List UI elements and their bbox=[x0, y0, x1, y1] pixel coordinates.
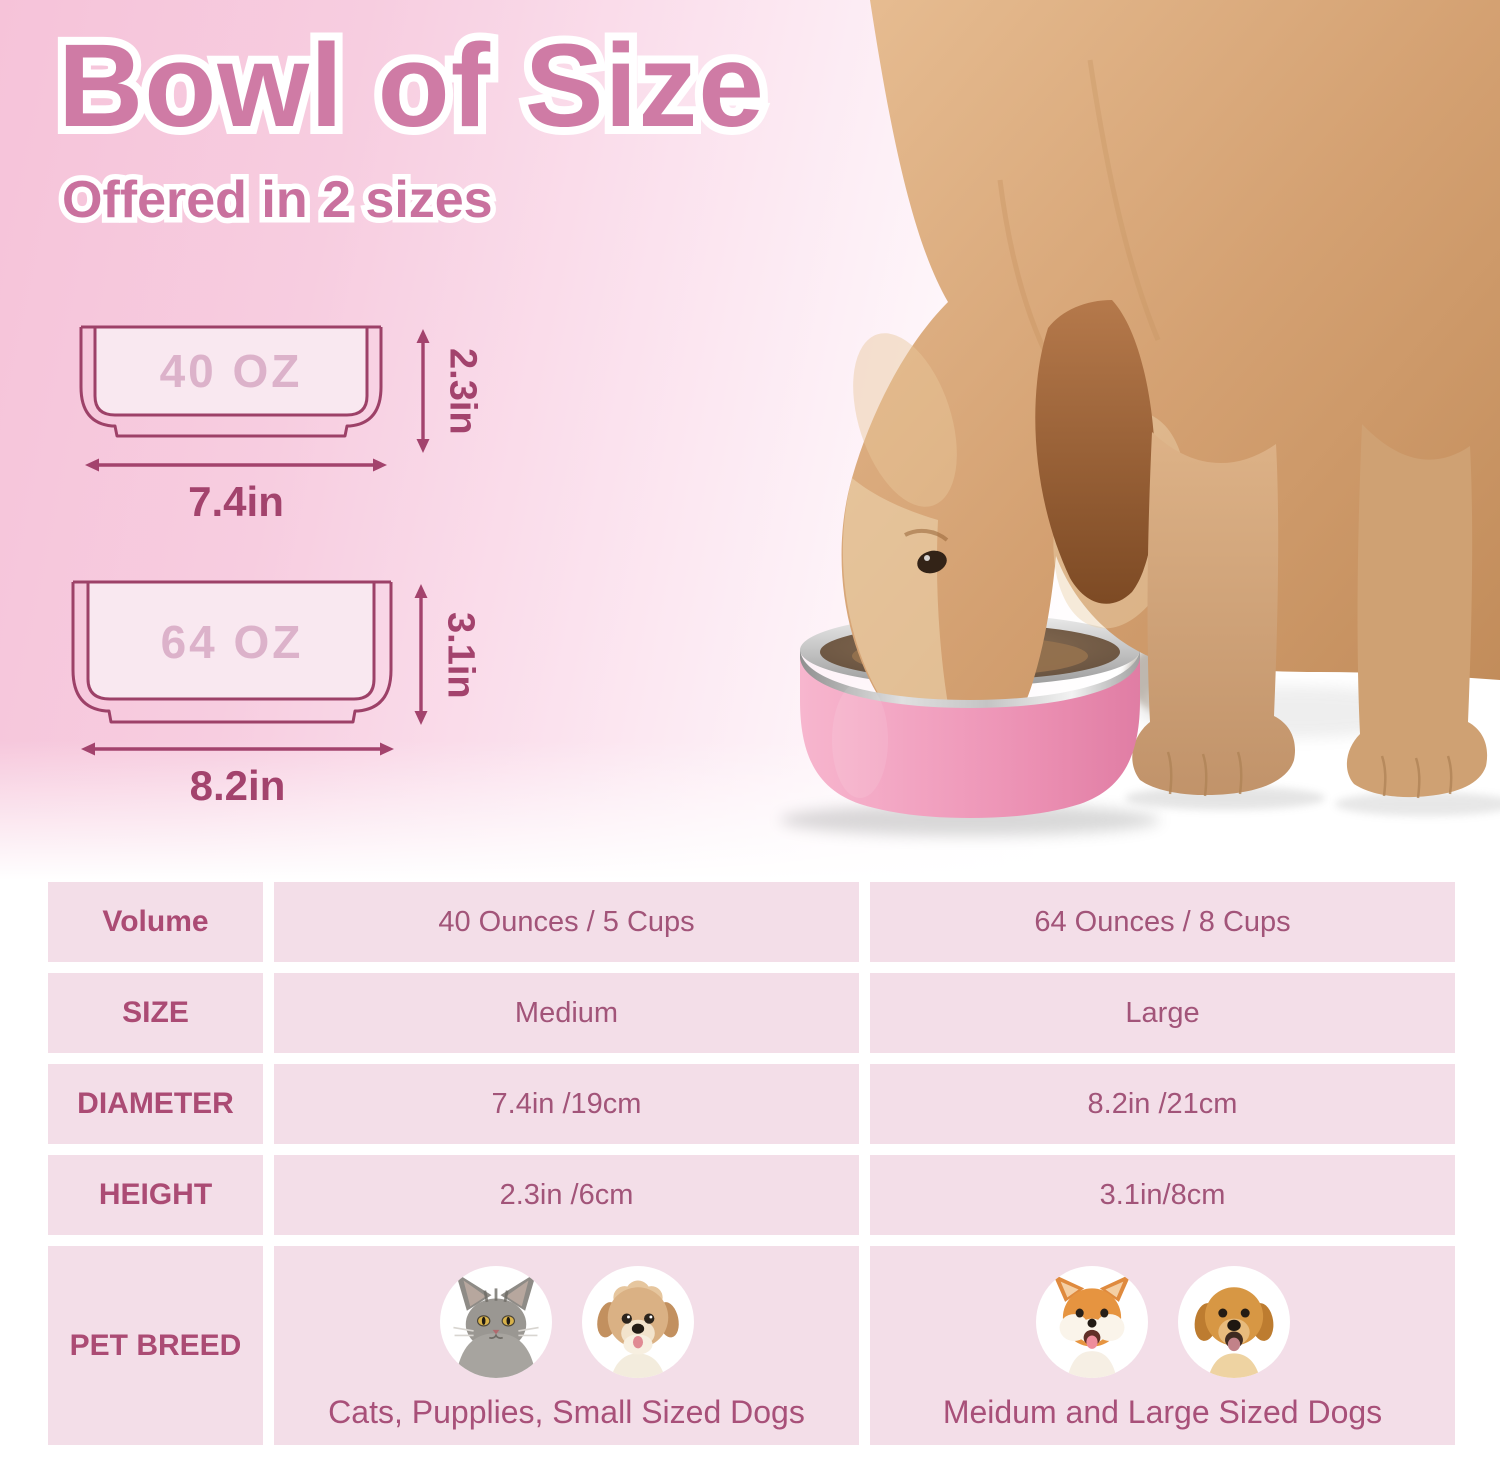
pet-photos-medium bbox=[439, 1266, 694, 1378]
volume-large: 64 Ounces / 8 Cups bbox=[870, 882, 1455, 962]
dog-illustration bbox=[841, 0, 1500, 799]
neck-crease bbox=[1087, 59, 1161, 341]
width-dimension-64oz: 8.2in bbox=[189, 762, 286, 809]
bowl-volume-label: 64 OZ bbox=[161, 616, 304, 668]
muzzle-blaze bbox=[842, 478, 958, 754]
paw-toes bbox=[1166, 751, 1453, 799]
pet-breed-medium-caption: Cats, Pupplies, Small Sized Dogs bbox=[328, 1394, 805, 1430]
dog-ear bbox=[1035, 300, 1156, 604]
bowl-outer-outline bbox=[79, 327, 383, 438]
bowl-volume-label: 40 OZ bbox=[160, 345, 303, 397]
cat-photo bbox=[439, 1266, 552, 1378]
bowl-shadow bbox=[780, 804, 1160, 836]
height-arrow-40oz bbox=[416, 329, 430, 453]
page-title-text: Bowl of Size bbox=[58, 20, 765, 152]
bowl-rim-front bbox=[800, 650, 1140, 714]
row-label-diameter: DIAMETER bbox=[48, 1064, 263, 1144]
page-subtitle-text: Offered in 2 sizes bbox=[62, 171, 493, 229]
pet-breed-large: Meidum and Large Sized Dogs bbox=[870, 1246, 1455, 1445]
bowl-diagram-40oz: 40 OZ bbox=[79, 325, 383, 438]
pet-photos-large bbox=[1035, 1266, 1290, 1378]
bowl-diagram-64oz: 64 OZ bbox=[71, 580, 393, 724]
height-dimension-40oz: 2.3in bbox=[441, 347, 484, 435]
shiba-inu-photo bbox=[1035, 1266, 1148, 1378]
bowl-body-pink bbox=[800, 658, 1140, 818]
width-arrow-64oz bbox=[81, 742, 394, 756]
volume-medium: 40 Ounces / 5 Cups bbox=[274, 882, 859, 962]
dog-eating-photo bbox=[780, 0, 1500, 836]
height-arrow-64oz bbox=[414, 584, 428, 725]
row-label-volume: Volume bbox=[48, 882, 263, 962]
width-arrow-40oz bbox=[85, 458, 387, 472]
front-leg-far bbox=[1346, 424, 1488, 798]
diameter-large: 8.2in /21cm bbox=[870, 1064, 1455, 1144]
height-dimension-64oz: 3.1in bbox=[439, 611, 482, 699]
forehead-light bbox=[853, 333, 957, 507]
diameter-medium: 7.4in /19cm bbox=[274, 1064, 859, 1144]
page-subtitle-outline: Offered in 2 sizes bbox=[57, 166, 499, 234]
bowl-outer-outline bbox=[71, 582, 393, 724]
small-dog-photo bbox=[581, 1266, 694, 1378]
pet-breed-large-caption: Meidum and Large Sized Dogs bbox=[942, 1394, 1383, 1430]
size-medium: Medium bbox=[274, 973, 859, 1053]
pet-breed-medium: Cats, Pupplies, Small Sized Dogs bbox=[274, 1246, 859, 1445]
row-label-pet-breed: PET BREED bbox=[48, 1246, 263, 1445]
row-label-height: HEIGHT bbox=[48, 1155, 263, 1235]
paw-shadow bbox=[1335, 792, 1500, 816]
front-leg-near bbox=[1132, 432, 1296, 796]
brow-line bbox=[904, 528, 949, 542]
page-title-outline: Bowl of Size bbox=[50, 13, 772, 159]
height-large: 3.1in/8cm bbox=[870, 1155, 1455, 1235]
width-dimension-40oz: 7.4in bbox=[188, 478, 284, 525]
row-label-size: SIZE bbox=[48, 973, 263, 1053]
spec-table: Volume 40 Ounces / 5 Cups 64 Ounces / 8 … bbox=[48, 882, 1455, 1445]
size-large: Large bbox=[870, 973, 1455, 1053]
eye-glint bbox=[924, 555, 930, 561]
dog-body bbox=[841, 0, 1500, 758]
bowl-inner-outline bbox=[93, 327, 369, 417]
bowl-highlight bbox=[832, 682, 888, 798]
golden-retriever-photo bbox=[1177, 1266, 1290, 1378]
bowl-inner-outline bbox=[86, 582, 376, 701]
height-medium: 2.3in /6cm bbox=[274, 1155, 859, 1235]
